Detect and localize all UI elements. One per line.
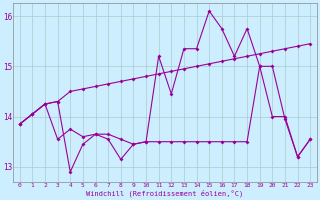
- X-axis label: Windchill (Refroidissement éolien,°C): Windchill (Refroidissement éolien,°C): [86, 189, 244, 197]
